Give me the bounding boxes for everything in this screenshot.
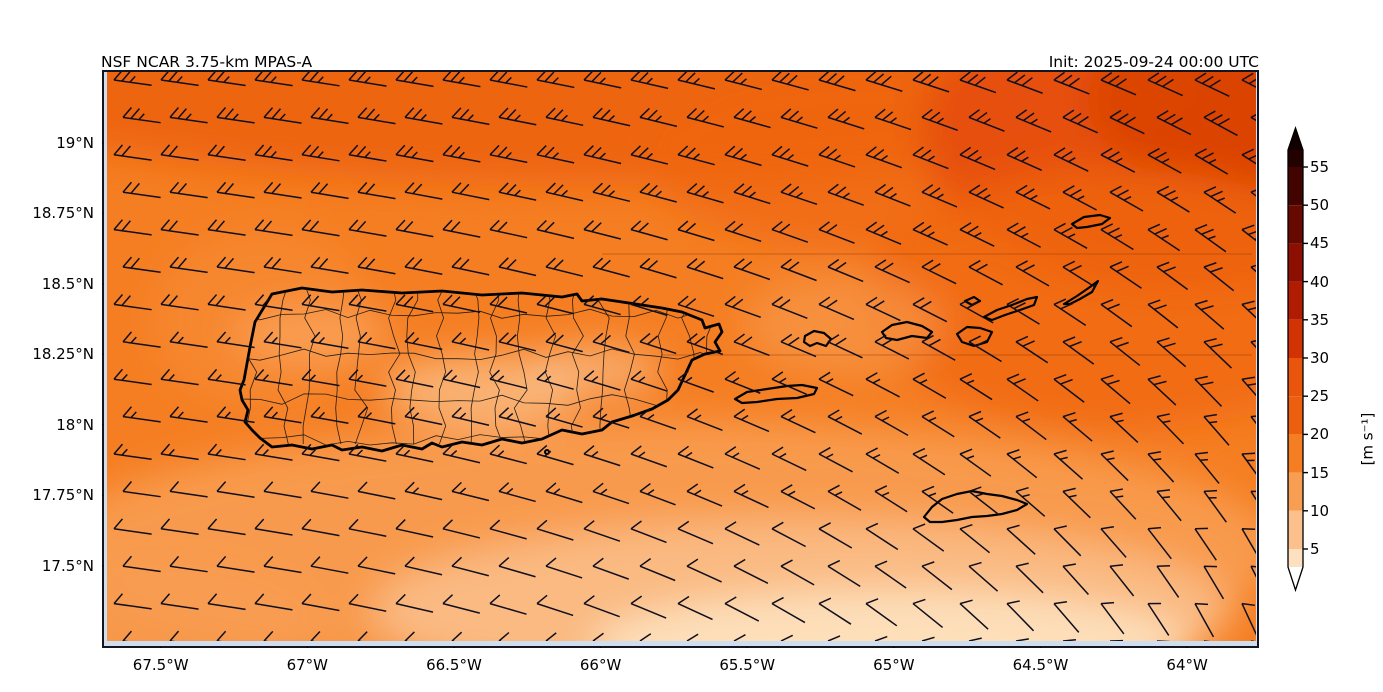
x-tick-label: 67.5°W <box>132 656 189 674</box>
colorbar-tick-label: 50 <box>1310 196 1330 215</box>
colorbar-tick-label: 30 <box>1310 349 1330 367</box>
x-tick-label: 66.5°W <box>426 656 482 674</box>
x-tick-label: 66°W <box>579 656 622 674</box>
plot-title-line1: NSF NCAR 3.75-km MPAS-A <box>101 53 313 71</box>
x-tick-label: 64°W <box>1166 656 1208 674</box>
map-plot-area <box>97 70 1259 654</box>
x-tick-label: 67°W <box>286 656 329 674</box>
colorbar-tick-label: 20 <box>1310 425 1330 444</box>
y-tick-label: 17.5°N <box>41 556 94 575</box>
x-tick-label: 64.5°W <box>1012 656 1069 674</box>
x-tick-label: 65°W <box>873 656 915 674</box>
colorbar: 55 50 45 40 35 30 25 20 15 10 5 [m s⁻¹] <box>1281 120 1383 620</box>
colorbar-unit-label: [m s⁻¹] <box>1358 412 1377 466</box>
y-tick-label: 18.25°N <box>32 345 94 364</box>
shear-map-canvas <box>97 70 1259 654</box>
colorbar-tick-label: 40 <box>1310 272 1330 291</box>
colorbar-tick-label: 10 <box>1310 501 1330 520</box>
init-time-label: Init: 2025-09-24 00:00 UTC <box>1048 53 1259 71</box>
x-tick-label: 65.5°W <box>719 656 776 674</box>
colorbar-tick-label: 25 <box>1310 387 1330 406</box>
y-tick-label: 18°N <box>56 415 94 434</box>
y-tick-label: 18.5°N <box>41 274 94 293</box>
colorbar-tick-label: 15 <box>1310 463 1330 482</box>
colorbar-canvas <box>1287 125 1308 593</box>
colorbar-tick-label: 45 <box>1310 234 1330 253</box>
y-tick-label: 18.75°N <box>32 204 94 223</box>
y-tick-label: 17.75°N <box>32 486 94 505</box>
y-tick-label: 19°N <box>56 133 94 152</box>
colorbar-tick-label: 5 <box>1310 540 1320 558</box>
colorbar-tick-label: 55 <box>1310 158 1330 176</box>
colorbar-tick-label: 35 <box>1310 310 1330 329</box>
